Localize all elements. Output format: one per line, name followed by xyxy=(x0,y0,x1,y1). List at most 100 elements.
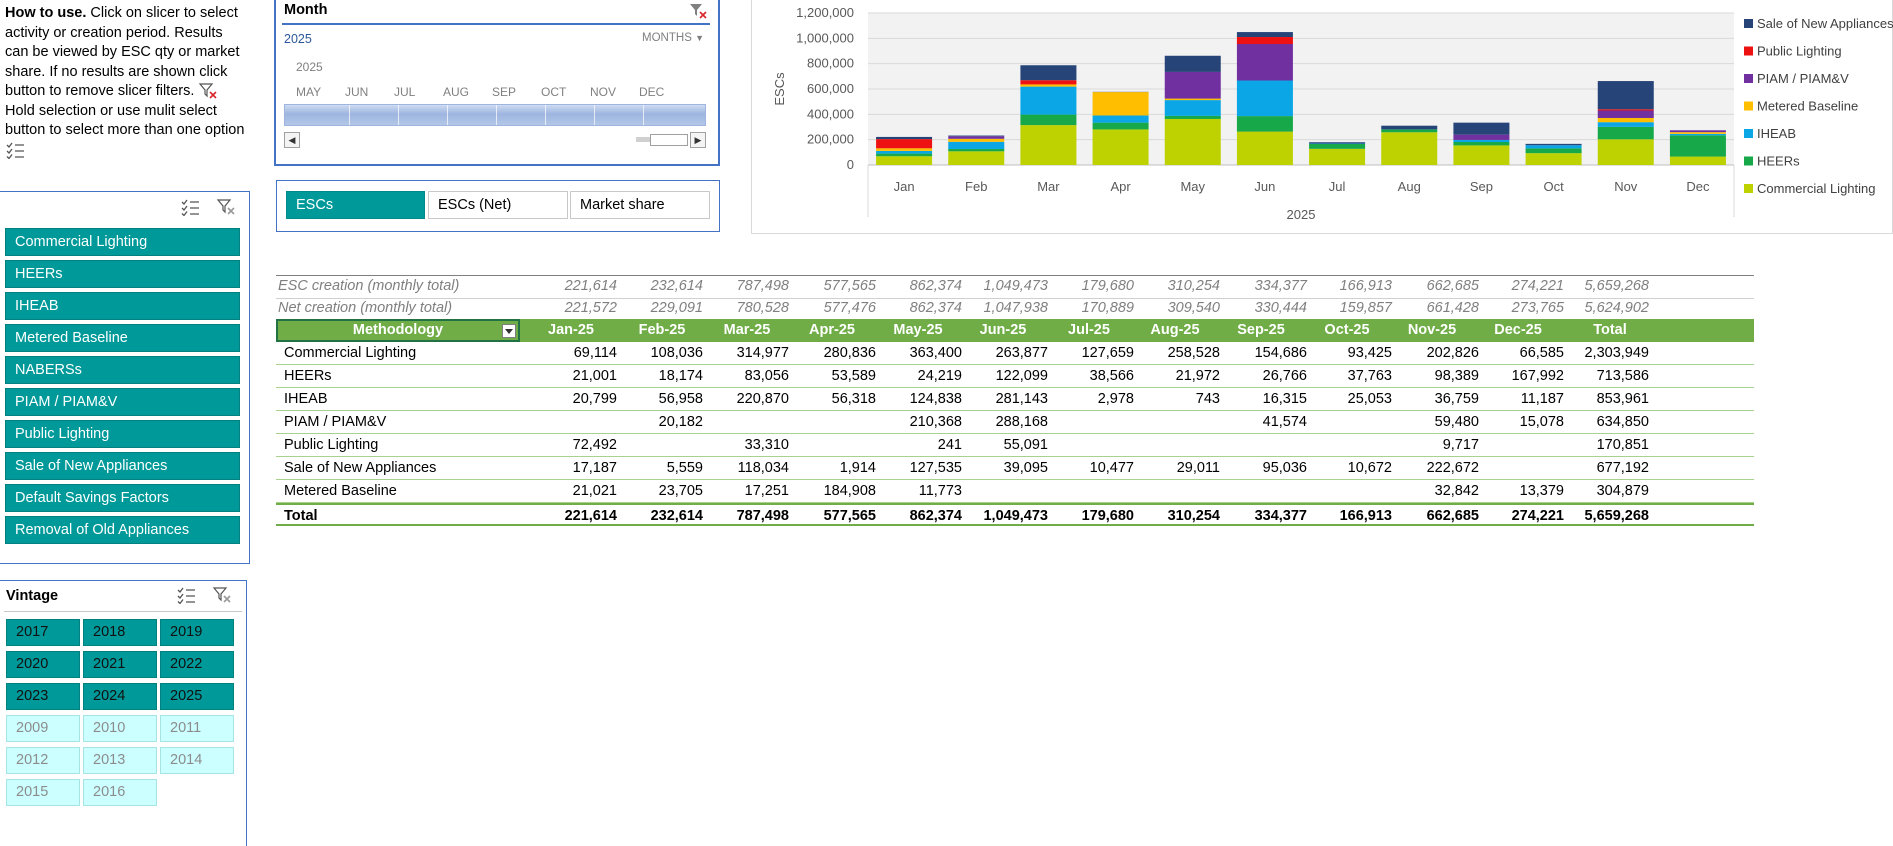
esc-net-button[interactable]: ESCs (Net) xyxy=(428,191,568,219)
table-cell[interactable]: May-25 xyxy=(893,322,943,338)
bar-segment[interactable] xyxy=(948,151,1005,165)
table-cell[interactable]: 787,498 xyxy=(736,508,789,524)
table-cell[interactable]: 713,586 xyxy=(1596,368,1649,384)
table-cell[interactable]: 9,717 xyxy=(1442,437,1479,453)
table-cell[interactable]: 29,011 xyxy=(1176,460,1220,476)
table-cell[interactable]: 1,047,938 xyxy=(983,300,1048,316)
bar-segment[interactable] xyxy=(1453,145,1510,165)
timeline-month-label[interactable]: JUL xyxy=(394,85,416,99)
methodology-item[interactable]: Sale of New Appliances xyxy=(5,452,240,480)
table-cell[interactable]: 577,565 xyxy=(823,278,876,294)
table-cell[interactable]: 39,095 xyxy=(1003,460,1048,476)
bar-segment[interactable] xyxy=(1525,145,1582,149)
table-cell[interactable]: 221,572 xyxy=(564,300,617,316)
table-cell[interactable]: 330,444 xyxy=(1254,300,1307,316)
vintage-item[interactable]: 2009 xyxy=(6,715,80,742)
timeline-month-label[interactable]: OCT xyxy=(541,85,567,99)
methodology-item[interactable]: IHEAB xyxy=(5,292,240,320)
bar-segment[interactable] xyxy=(1669,135,1726,157)
timeline-month-label[interactable]: JUN xyxy=(345,85,369,99)
vintage-item[interactable]: 2023 xyxy=(6,683,80,710)
table-cell[interactable]: 661,428 xyxy=(1426,300,1479,316)
time-level-dropdown[interactable]: MONTHS ▼ xyxy=(642,32,704,44)
timeline-selection-bar[interactable] xyxy=(284,104,706,126)
table-cell[interactable]: 53,589 xyxy=(831,368,876,384)
table-cell[interactable]: 2,303,949 xyxy=(1584,345,1649,361)
bar-segment[interactable] xyxy=(1092,92,1149,116)
bar-segment[interactable] xyxy=(1236,43,1293,81)
table-cell[interactable]: 118,034 xyxy=(737,460,789,476)
table-cell[interactable]: 20,799 xyxy=(572,391,617,407)
bar-segment[interactable] xyxy=(1669,132,1726,134)
bar-segment[interactable] xyxy=(1309,142,1366,144)
table-cell[interactable]: Feb-25 xyxy=(638,322,686,338)
vintage-item[interactable]: 2019 xyxy=(160,619,234,646)
table-cell[interactable]: 334,377 xyxy=(1254,278,1307,294)
table-cell[interactable]: 41,574 xyxy=(1262,414,1307,430)
table-cell[interactable]: Apr-25 xyxy=(809,322,855,338)
table-cell[interactable]: 677,192 xyxy=(1596,460,1649,476)
table-cell[interactable]: Jun-25 xyxy=(979,322,1027,338)
table-cell[interactable]: 32,842 xyxy=(1434,483,1479,499)
table-cell[interactable]: 170,851 xyxy=(1596,437,1649,453)
bar-segment[interactable] xyxy=(1597,126,1654,140)
table-cell[interactable]: 5,624,902 xyxy=(1584,300,1649,316)
table-cell[interactable]: 56,958 xyxy=(658,391,703,407)
vintage-item[interactable]: 2012 xyxy=(6,747,80,774)
bar-segment[interactable] xyxy=(1164,115,1221,119)
timeline-scrollbar[interactable]: ◀ ▶ xyxy=(284,132,706,148)
bar-segment[interactable] xyxy=(1381,125,1438,130)
bar-segment[interactable] xyxy=(1309,143,1366,149)
bar-segment[interactable] xyxy=(1309,148,1366,165)
table-cell[interactable]: 108,036 xyxy=(650,345,703,361)
table-cell[interactable]: Jan-25 xyxy=(548,322,594,338)
table-cell[interactable]: 1,049,473 xyxy=(983,508,1048,524)
table-cell[interactable]: 309,540 xyxy=(1167,300,1220,316)
scroll-left-button[interactable]: ◀ xyxy=(284,132,300,148)
table-cell[interactable]: Jul-25 xyxy=(1068,322,1110,338)
table-cell[interactable]: 23,705 xyxy=(658,483,703,499)
filter-dropdown-button[interactable] xyxy=(502,324,516,338)
vintage-item[interactable]: 2021 xyxy=(83,651,157,678)
table-cell[interactable]: 787,498 xyxy=(736,278,789,294)
bar-segment[interactable] xyxy=(1669,156,1726,165)
table-cell[interactable]: 5,559 xyxy=(666,460,703,476)
table-cell[interactable]: 258,528 xyxy=(1167,345,1220,361)
table-cell[interactable]: 127,659 xyxy=(1081,345,1134,361)
bar-segment[interactable] xyxy=(1164,71,1221,99)
table-cell[interactable]: 159,857 xyxy=(1339,300,1392,316)
table-cell[interactable]: 93,425 xyxy=(1347,345,1392,361)
table-cell[interactable]: 36,759 xyxy=(1434,391,1479,407)
table-cell[interactable]: 59,480 xyxy=(1434,414,1479,430)
table-cell[interactable]: 179,680 xyxy=(1081,278,1134,294)
bar-segment[interactable] xyxy=(1236,32,1293,38)
table-cell[interactable]: 241 xyxy=(937,437,962,453)
table-cell[interactable]: 11,187 xyxy=(1520,391,1564,407)
vintage-item[interactable]: 2011 xyxy=(160,715,234,742)
bar-segment[interactable] xyxy=(876,150,933,154)
table-cell[interactable]: 66,585 xyxy=(1519,345,1564,361)
clear-filter-icon[interactable] xyxy=(688,2,708,20)
vintage-item[interactable]: 2022 xyxy=(160,651,234,678)
bar-segment[interactable] xyxy=(1020,80,1077,85)
table-cell[interactable]: 26,766 xyxy=(1262,368,1307,384)
table-cell[interactable]: 202,826 xyxy=(1426,345,1479,361)
timeline-month-label[interactable]: SEP xyxy=(492,85,517,99)
bar-segment[interactable] xyxy=(1453,142,1510,146)
table-cell[interactable]: 18,174 xyxy=(658,368,703,384)
table-cell[interactable]: 15,078 xyxy=(1519,414,1564,430)
table-cell[interactable]: 280,836 xyxy=(823,345,876,361)
table-cell[interactable]: 363,400 xyxy=(909,345,962,361)
table-cell[interactable]: 122,099 xyxy=(995,368,1048,384)
table-cell[interactable]: 10,477 xyxy=(1089,460,1134,476)
table-cell[interactable]: 210,368 xyxy=(909,414,962,430)
table-cell[interactable]: 221,614 xyxy=(564,278,617,294)
clear-filter-icon[interactable] xyxy=(212,586,232,604)
table-cell[interactable]: 662,685 xyxy=(1426,508,1479,524)
table-cell[interactable]: Aug-25 xyxy=(1150,322,1200,338)
methodology-item[interactable]: Default Savings Factors xyxy=(5,484,240,512)
bar-segment[interactable] xyxy=(1020,84,1077,87)
table-cell[interactable]: 1,914 xyxy=(839,460,876,476)
bar-segment[interactable] xyxy=(1020,65,1077,81)
bar-segment[interactable] xyxy=(1597,122,1654,127)
